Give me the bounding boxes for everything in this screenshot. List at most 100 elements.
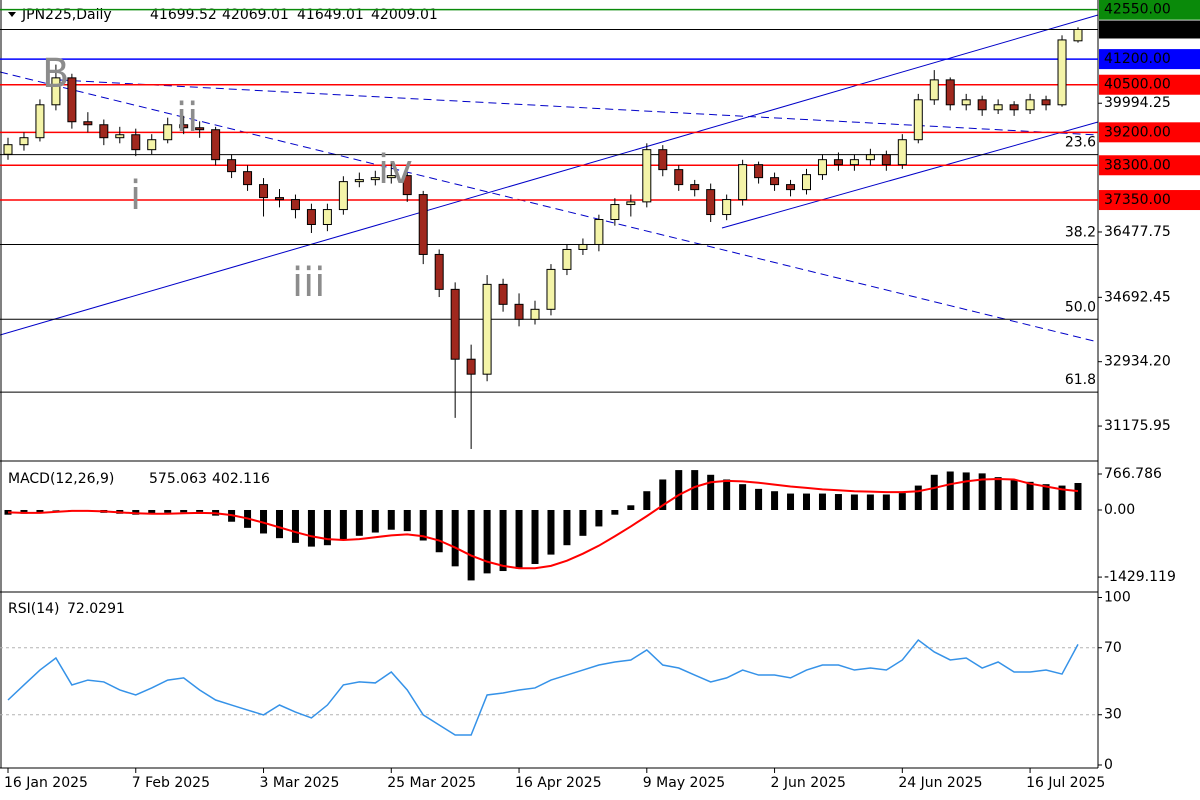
candle-body — [211, 129, 221, 161]
candle-body — [434, 253, 444, 290]
macd-bar — [52, 509, 60, 511]
candle-body — [530, 308, 540, 320]
macd-bar — [563, 509, 571, 546]
wave-label: ii — [176, 95, 198, 141]
macd-bar — [1010, 479, 1018, 510]
level-label-box — [1099, 190, 1200, 211]
candle-body — [243, 171, 253, 186]
macd-bar — [707, 474, 715, 510]
candle-body — [1009, 104, 1019, 111]
candle-body — [802, 174, 811, 191]
macd-bar — [355, 509, 363, 536]
macd-bar — [499, 509, 507, 572]
signal-value: 402.116 — [212, 471, 270, 487]
candle-body — [3, 144, 13, 155]
candle-body — [35, 104, 45, 139]
level-label: 41200.00 — [1104, 51, 1171, 67]
macd-bar — [723, 479, 731, 510]
candle-body — [418, 194, 428, 255]
fib-label: 23.6 — [1065, 135, 1096, 151]
candle-body — [402, 175, 412, 196]
x-tick-label: 3 Mar 2025 — [260, 775, 340, 791]
y-tick-label: 34692.45 — [1104, 289, 1171, 305]
x-tick-label: 7 Feb 2025 — [132, 775, 210, 791]
macd-bar — [1058, 485, 1066, 510]
chart-title: JPN225,Daily — [21, 7, 112, 23]
candle-body — [51, 77, 61, 106]
candle-body — [722, 199, 732, 216]
macd-bar — [946, 471, 954, 510]
wave-label: i — [130, 173, 141, 219]
candle-body — [147, 139, 157, 151]
macd-bar — [691, 470, 699, 510]
candle-body — [482, 283, 492, 375]
macd-bar — [36, 509, 44, 513]
macd-bar — [1042, 484, 1050, 510]
y-tick-label: 100 — [1104, 590, 1131, 606]
candle-body — [354, 179, 364, 183]
candle-body — [1025, 99, 1035, 111]
macd-bar — [196, 509, 204, 512]
macd-bar — [882, 494, 890, 510]
macd-bar — [387, 509, 395, 530]
candle-body — [786, 184, 796, 191]
macd-bar — [291, 509, 299, 543]
level-label-box — [1099, 74, 1200, 95]
trend-lines — [0, 14, 1099, 343]
level-label-box — [1099, 0, 1200, 20]
macd-bar — [994, 477, 1002, 510]
macd-bar — [803, 493, 810, 510]
macd-bar — [467, 509, 475, 581]
macd-bar — [371, 509, 379, 533]
candle-body — [770, 177, 780, 186]
candle-body — [754, 164, 764, 179]
macd-bar — [483, 509, 491, 574]
macd-bar — [180, 509, 188, 513]
candle-body — [833, 159, 843, 166]
macd-bar — [659, 479, 667, 510]
candle-body — [658, 149, 668, 171]
high-value: 42069.01 — [222, 7, 289, 23]
candle-body — [227, 159, 237, 173]
x-tick-label: 25 Mar 2025 — [387, 775, 476, 791]
trend-line — [721, 121, 1099, 229]
candle-body — [498, 283, 508, 305]
x-tick-label: 16 Apr 2025 — [515, 775, 602, 791]
candle-body — [706, 189, 716, 216]
candle-body — [386, 175, 396, 179]
candle-body — [466, 358, 476, 375]
candle-body — [546, 268, 556, 310]
candle-body — [849, 159, 859, 166]
candle-body — [450, 288, 460, 360]
candle-body — [626, 201, 636, 206]
candle-body — [993, 104, 1003, 111]
macd-bar — [627, 505, 635, 510]
candle-body — [578, 243, 588, 250]
candle-body — [945, 79, 955, 106]
macd-bar — [898, 493, 906, 510]
macd-bar — [435, 509, 443, 553]
macd-bar — [930, 474, 938, 510]
rsi-value: 72.0291 — [67, 601, 125, 617]
candle-body — [514, 303, 524, 320]
y-tick-label: 32934.20 — [1104, 354, 1171, 370]
macd-bar — [595, 509, 603, 527]
y-tick-label: 39994.25 — [1104, 95, 1171, 111]
candle-body — [1057, 39, 1067, 106]
candle-body — [961, 99, 971, 106]
macd-bar — [1074, 482, 1082, 510]
candle-body — [897, 139, 907, 166]
trend-line — [0, 71, 1099, 343]
y-tick-label: 31175.95 — [1104, 418, 1171, 434]
candle-body — [274, 197, 284, 201]
wave-label: B — [42, 51, 69, 97]
candle-body — [179, 124, 189, 129]
candle-body — [642, 149, 652, 203]
macd-bar — [771, 491, 779, 510]
wave-label: iv — [378, 147, 413, 193]
macd-bar — [611, 509, 619, 515]
macd-bar — [164, 509, 172, 513]
macd-bar — [834, 494, 842, 510]
